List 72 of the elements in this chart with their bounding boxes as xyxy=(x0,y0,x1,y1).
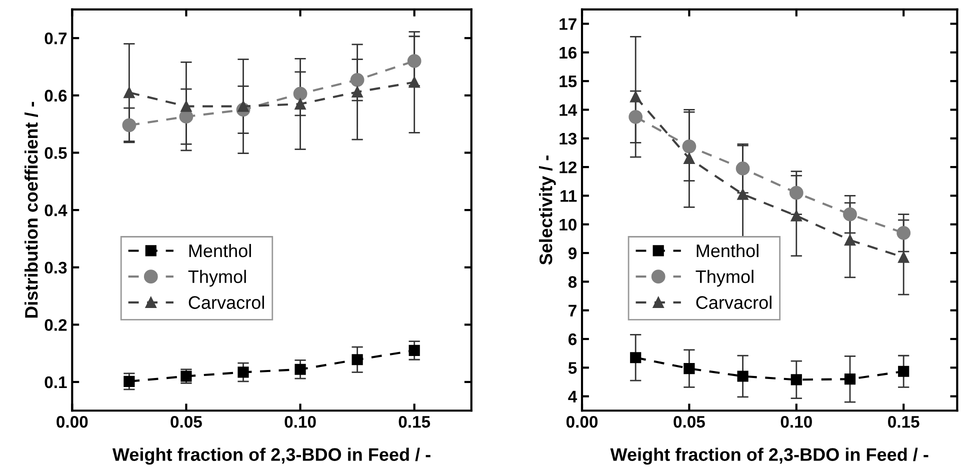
point xyxy=(896,226,911,240)
point xyxy=(737,188,748,200)
point xyxy=(352,86,363,98)
y-tick-label: 14 xyxy=(560,104,578,116)
point xyxy=(124,86,135,98)
point xyxy=(736,162,750,176)
legend-label: Carvacrol xyxy=(696,296,772,309)
point xyxy=(238,366,249,378)
y-tick-label: 0.7 xyxy=(44,32,67,44)
point xyxy=(294,364,306,375)
point xyxy=(844,374,856,385)
legend-label: Carvacrol xyxy=(188,296,264,309)
point xyxy=(790,210,802,222)
y-axis-title: Selectivity / - xyxy=(539,156,556,265)
x-tick-label: 0.10 xyxy=(780,416,812,428)
legend-label: Thymol xyxy=(188,270,246,287)
y-tick-label: 0.4 xyxy=(44,204,68,216)
point xyxy=(408,344,420,356)
x-tick-label: 0.15 xyxy=(398,416,430,428)
point xyxy=(407,54,422,68)
point xyxy=(628,110,643,124)
y-tick-label: 6 xyxy=(568,333,577,346)
point xyxy=(630,91,642,102)
point xyxy=(122,118,136,132)
x-tick-label: 0.05 xyxy=(674,416,705,428)
y-tick-label: 9 xyxy=(568,247,577,260)
x-tick-label: 0.15 xyxy=(888,416,920,428)
x-axis-title: Weight fraction of 2,3-BDO in Feed / - xyxy=(610,448,928,465)
point xyxy=(180,100,192,112)
x-axis-title: Weight fraction of 2,3-BDO in Feed / - xyxy=(112,448,430,465)
y-tick-label: 7 xyxy=(568,304,576,316)
point xyxy=(898,252,910,263)
legend-label: Menthol xyxy=(189,244,251,258)
y-axis-title: Distribution coefficient / - xyxy=(24,102,38,318)
point xyxy=(790,374,802,386)
y-tick-label: 0.5 xyxy=(44,147,67,159)
y-tick-label: 0.1 xyxy=(44,376,67,388)
point xyxy=(124,376,135,387)
point xyxy=(352,354,363,366)
y-tick-label: 8 xyxy=(568,276,577,288)
y-tick-label: 15 xyxy=(560,76,577,88)
y-tick-label: 17 xyxy=(560,18,576,30)
x-tick-label: 0.05 xyxy=(170,416,202,428)
point xyxy=(737,370,748,382)
point xyxy=(293,86,308,101)
legend-label: Thymol xyxy=(696,270,754,287)
point xyxy=(684,152,695,164)
y-tick-label: 10 xyxy=(560,218,576,231)
y-tick-label: 12 xyxy=(560,161,576,174)
point xyxy=(843,207,857,222)
y-tick-label: 16 xyxy=(560,46,577,59)
point xyxy=(630,352,642,364)
y-tick-label: 4 xyxy=(568,390,578,402)
point xyxy=(789,186,804,200)
y-tick-label: 11 xyxy=(560,190,577,202)
x-tick-label: 0.10 xyxy=(284,416,316,428)
x-tick-label: 0.00 xyxy=(566,416,598,428)
y-tick-label: 13 xyxy=(560,132,577,145)
point xyxy=(238,100,249,112)
point xyxy=(684,362,695,374)
y-tick-label: 0.6 xyxy=(44,90,67,102)
point xyxy=(294,98,306,110)
point xyxy=(350,72,364,87)
legend-label: Menthol xyxy=(696,244,758,258)
point xyxy=(898,366,910,377)
y-tick-label: 0.2 xyxy=(44,319,67,331)
point xyxy=(408,76,420,88)
point xyxy=(682,139,696,154)
y-tick-label: 0.3 xyxy=(44,262,67,274)
y-tick-label: 5 xyxy=(568,362,577,374)
x-tick-label: 0.00 xyxy=(56,416,88,428)
point xyxy=(844,234,856,246)
